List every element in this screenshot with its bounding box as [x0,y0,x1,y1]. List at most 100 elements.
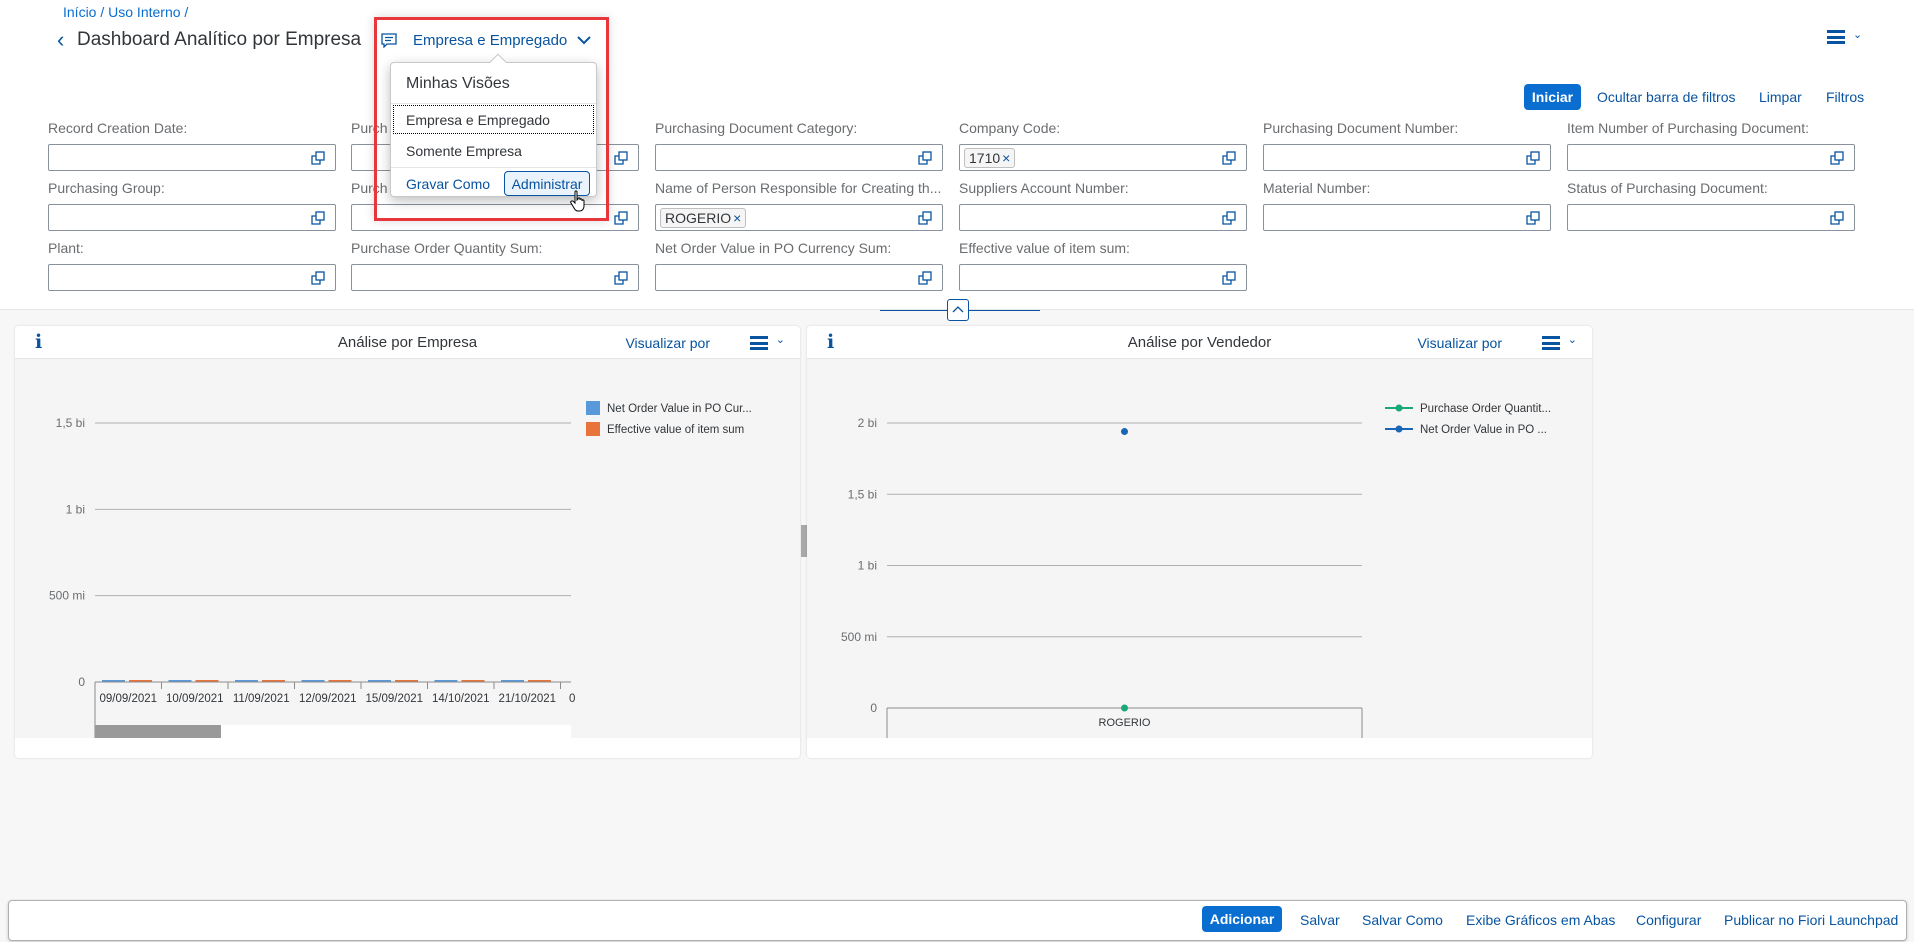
bar [129,680,152,682]
value-help-icon[interactable] [1830,151,1844,165]
filter-input[interactable]: ROGERIO × [655,204,943,231]
breadcrumb-inicio[interactable]: Início [63,4,97,20]
variant-popover: Minhas Visões Empresa e Empregado Soment… [390,53,597,212]
divider [391,103,596,104]
value-help-icon[interactable] [614,271,628,285]
y-tick-label: 500 mi [841,630,877,644]
legend-label: Effective value of item sum [607,424,744,436]
save-as-button[interactable]: Salvar Como [1362,912,1443,928]
scroll-thumb [95,725,221,738]
filter-label: Purchase Order Quantity Sum: [351,240,543,256]
filter-label: Suppliers Account Number: [959,180,1129,196]
value-help-icon[interactable] [1222,271,1236,285]
bar [262,680,285,682]
info-icon[interactable]: i [827,331,835,353]
token-remove-icon[interactable]: × [1002,150,1011,166]
collapse-header-button[interactable] [947,299,969,321]
value-help-icon[interactable] [311,271,325,285]
chevron-down-icon[interactable]: ⌄ [1567,334,1577,346]
chevron-up-icon [952,306,964,313]
filter-label: Purchasing Document Number: [1263,120,1459,136]
filter-label: Status of Purchasing Document: [1567,180,1768,196]
filter-label: Record Creation Date: [48,120,188,136]
configure-button[interactable]: Configurar [1636,912,1702,928]
filter-input[interactable] [48,264,336,291]
value-help-icon[interactable] [918,211,932,225]
filter-input[interactable] [1567,204,1855,231]
filter-input[interactable] [351,264,639,291]
chevron-down-icon[interactable]: ⌄ [775,334,785,346]
value-help-icon[interactable] [614,151,628,165]
value-help-icon[interactable] [1526,151,1540,165]
filter-input[interactable] [655,264,943,291]
clear-button[interactable]: Limpar [1759,89,1802,105]
publish-launchpad-button[interactable]: Publicar no Fiori Launchpad [1724,912,1899,928]
x-tick-label: 14/10/2021 [432,693,490,705]
value-help-icon[interactable] [1526,211,1540,225]
bar [168,680,192,682]
filter-label: Purchasing Document Category: [655,120,858,136]
bar [395,680,418,682]
scrollbar-thumb[interactable] [801,525,807,557]
back-chevron-icon[interactable]: ‹ [57,27,65,52]
show-charts-tabs-button[interactable]: Exibe Gráficos em Abas [1466,912,1616,928]
add-button[interactable]: Adicionar [1202,906,1282,932]
filter-input[interactable] [1567,144,1855,171]
variant-item-empresa-empregado[interactable]: Empresa e Empregado [393,105,594,134]
x-tick-label: 21/10/2021 [498,693,556,705]
filter-input[interactable] [1263,204,1551,231]
legend-label: Purchase Order Quantit... [1420,403,1551,415]
chart-menu-icon[interactable] [750,336,768,350]
hide-filterbar-button[interactable]: Ocultar barra de filtros [1597,89,1736,105]
legend-label: Net Order Value in PO Cur... [607,403,752,415]
bar-chart: 0 500 mi 1 bi 1,5 bi 09/09/2021 10/09/2021 11/… [49,401,752,738]
filter-input[interactable]: 1710 × [959,144,1247,171]
x-tick-label: 10/09/2021 [166,693,224,705]
save-as-variant-button[interactable]: Gravar Como [406,176,491,192]
chevron-down-icon[interactable]: ⌄ [1853,29,1863,41]
page-menu-icon[interactable] [1827,30,1845,44]
variant-selector[interactable]: Empresa e Empregado [413,32,592,49]
legend-swatch [586,401,600,415]
token-text: 1710 [969,150,1001,166]
filter-label: Net Order Value in PO Currency Sum: [655,240,892,256]
value-help-icon[interactable] [918,151,932,165]
filter-label: Material Number: [1263,180,1371,196]
filters-button[interactable]: Filtros [1826,89,1865,105]
value-help-icon[interactable] [1222,211,1236,225]
view-by-button[interactable]: Visualizar por [625,335,710,351]
x-tick-label: 09/09/2021 [99,693,157,705]
variant-item-somente-empresa[interactable]: Somente Empresa [406,143,522,159]
save-button[interactable]: Salvar [1300,912,1340,928]
value-help-icon[interactable] [918,271,932,285]
chart-menu-icon[interactable] [1542,336,1560,350]
filter-input[interactable] [959,204,1247,231]
y-tick-label: 1 bi [858,559,877,573]
view-by-button[interactable]: Visualizar por [1417,335,1502,351]
value-help-icon[interactable] [1222,151,1236,165]
value-help-icon[interactable] [614,211,628,225]
manage-variants-button[interactable]: Administrar [504,171,590,196]
value-help-icon[interactable] [311,211,325,225]
filter-label: Item Number of Purchasing Document: [1567,120,1809,136]
value-help-icon[interactable] [1830,211,1844,225]
go-button[interactable]: Iniciar [1524,84,1581,110]
data-point [1121,704,1128,712]
filter-input[interactable] [959,264,1247,291]
filter-input[interactable] [48,204,336,231]
filter-input[interactable] [655,144,943,171]
filter-input[interactable] [48,144,336,171]
x-tick-label: 12/09/2021 [299,693,357,705]
filter-label: Purchasing Organization: [351,180,387,196]
breadcrumb-uso-interno[interactable]: Uso Interno [108,4,181,20]
filter-input[interactable] [351,204,639,231]
token-remove-icon[interactable]: × [733,210,742,226]
divider [391,167,596,168]
filter-label: Purchasing Document Type: [351,120,387,136]
filter-input[interactable] [1263,144,1551,171]
info-icon[interactable]: i [35,331,43,353]
value-help-icon[interactable] [311,151,325,165]
data-point [1121,428,1128,436]
